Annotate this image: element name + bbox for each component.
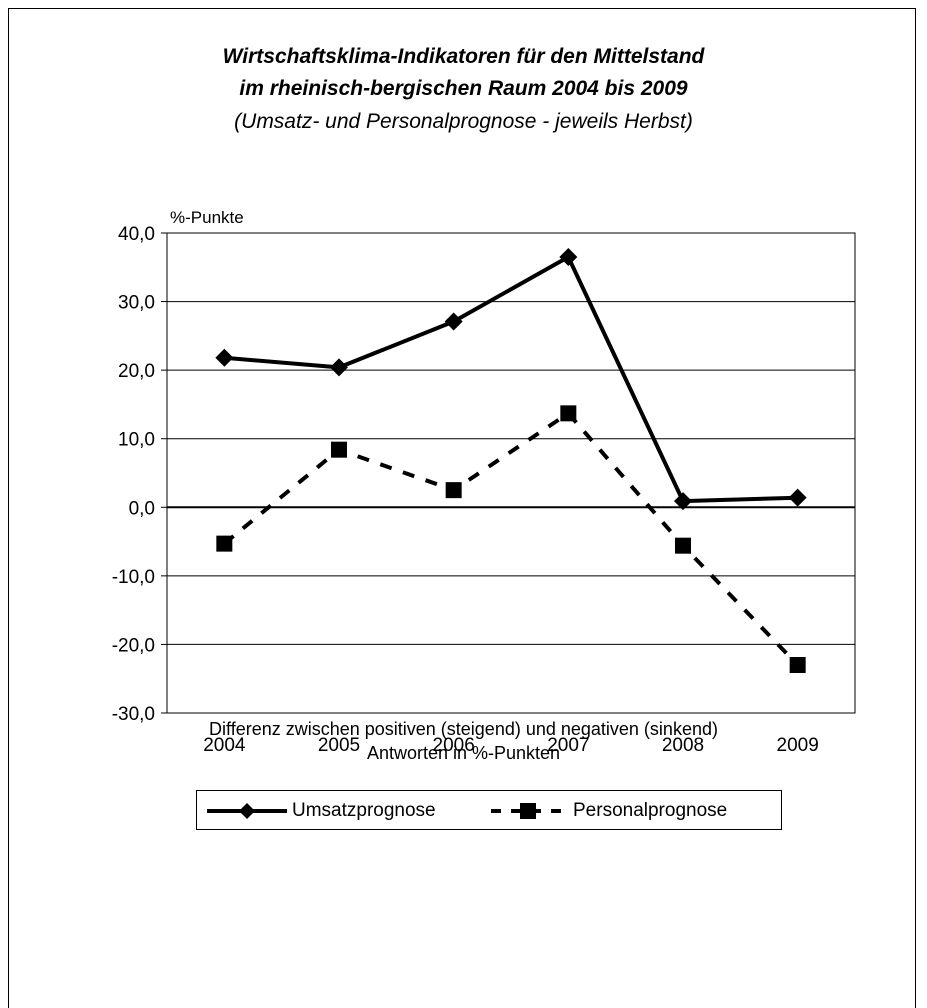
data-point-square-2008 (675, 537, 691, 554)
data-point-square-2007 (560, 405, 577, 422)
data-point-diamond-2007 (559, 248, 578, 266)
x-tick-label: 2004 (203, 735, 246, 756)
x-tick-label: 2008 (662, 735, 704, 756)
chart-title: Wirtschaftsklima-Indikatoren für den Mit… (222, 45, 705, 68)
legend-keys (207, 803, 567, 819)
x-tick-label: 2007 (547, 735, 589, 756)
y-tick-label: 20,0 (118, 361, 155, 382)
series-line-umsatzprognose (224, 255, 798, 504)
chart-frame (8, 8, 916, 1008)
data-point-diamond-2006 (444, 312, 463, 331)
footnote-line-1: Differenz zwischen positiven (steigend) … (209, 719, 718, 739)
footnote: Differenz zwischen positiven (steigend) … (0, 717, 927, 765)
x-tick-label: 2006 (433, 735, 475, 756)
y-tick-label: -10,0 (112, 567, 155, 588)
legend-umsatz-diamond-marker (239, 803, 255, 819)
data-point-square-2004 (216, 535, 233, 552)
series-line-personalprognose (223, 411, 800, 667)
data-point-diamond-2009 (788, 488, 807, 507)
y-tick-label: -20,0 (112, 635, 155, 656)
data-point-square-2006 (445, 482, 462, 499)
y-tick-label: 0,0 (129, 498, 155, 519)
y-tick-label: 40,0 (118, 224, 155, 245)
legend-personal-square-marker (520, 803, 536, 819)
x-tick-label: 2005 (318, 735, 360, 756)
legend-label-umsatzprognose: Umsatzprognose (292, 800, 436, 821)
x-tick-label: 2009 (777, 735, 819, 756)
data-point-diamond-2008 (674, 492, 692, 511)
y-tick-label: 10,0 (118, 430, 155, 451)
data-point-square-2005 (331, 441, 347, 458)
chart-title-line2: im rheinisch-bergischen Raum 2004 bis 20… (239, 77, 688, 100)
y-axis-label: %-Punkte (170, 208, 244, 227)
data-point-square-2009 (789, 657, 806, 673)
y-tick-label: 30,0 (118, 293, 155, 314)
legend: Umsatzprognose Personalprognose (196, 790, 782, 830)
footnote-line-2: Antworten in %-Punkten (366, 743, 561, 763)
data-point-diamond-2004 (215, 348, 234, 367)
chart-subtitle: (Umsatz- und Personalprognose - jeweils … (234, 110, 693, 133)
data-point-diamond-2005 (330, 358, 348, 377)
plot-area-border (166, 232, 856, 714)
y-tick-label: -30,0 (112, 704, 155, 725)
legend-label-personalprognose: Personalprognose (573, 800, 728, 821)
